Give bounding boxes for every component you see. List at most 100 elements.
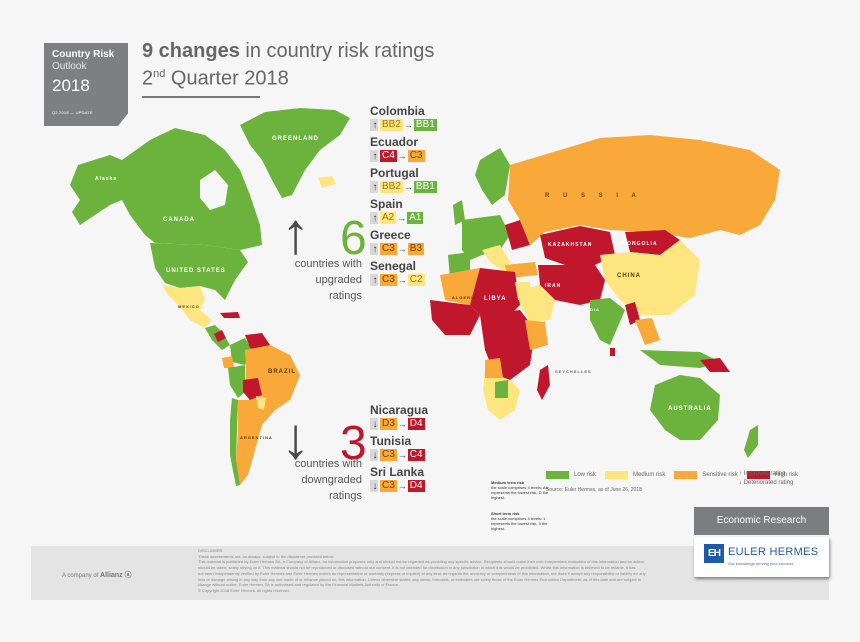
rating-arrow-legend: ↑ Improved rating ↓ Deteriorated rating bbox=[739, 470, 793, 488]
arrow-right-icon: → bbox=[397, 419, 407, 429]
legend-deteriorated: ↓ Deteriorated rating bbox=[739, 480, 794, 486]
arrow-right-icon: → bbox=[403, 182, 413, 192]
rating-to: D4 bbox=[407, 418, 425, 430]
argentina-region bbox=[236, 400, 262, 485]
source-note: Source: Euler Hermes, as of June 26, 201… bbox=[546, 487, 642, 493]
rating-from: D3 bbox=[380, 418, 397, 430]
arrow-right-icon: → bbox=[397, 450, 407, 460]
up-arrow-icon: ↑ bbox=[372, 212, 378, 224]
country-name: Sri Lanka bbox=[370, 465, 425, 479]
brand-line2: Outlook bbox=[52, 61, 87, 72]
page-title: 9 changes in country risk ratings 2nd Qu… bbox=[142, 40, 434, 90]
map-label-mongolia: MONGOLIA bbox=[622, 241, 658, 247]
upgrade-list: Colombia ↑ BB2 → BB1 Ecuador ↑ C4 → C3 Portuga… bbox=[370, 104, 460, 290]
mongolia-region bbox=[625, 230, 680, 255]
map-label-canada: CANADA bbox=[163, 217, 195, 223]
euler-hermes-tagline: Our knowledge serving your success bbox=[728, 561, 794, 566]
se-asia-region bbox=[635, 318, 660, 345]
italy-balkans bbox=[482, 245, 510, 272]
rating-to: D4 bbox=[407, 480, 425, 492]
map-label-india: INDIA bbox=[584, 307, 600, 312]
note-title: Medium term risk bbox=[491, 480, 525, 485]
medium-term-note: Medium term risk the scale comprises 4 l… bbox=[491, 480, 561, 500]
note-body: the scale comprises 4 levels: 1 represen… bbox=[491, 516, 548, 531]
rating-to: C2 bbox=[407, 274, 425, 286]
rating-from: BB2 bbox=[380, 181, 403, 193]
brand-line1: Country Risk bbox=[52, 49, 115, 60]
disclaimer-line: change without notice. Euler Hermes SA i… bbox=[198, 582, 400, 588]
up-arrow-icon: ↑ bbox=[372, 274, 378, 286]
title-divider bbox=[142, 96, 260, 98]
arrow-right-icon: → bbox=[397, 151, 407, 161]
quarter-num: 2 bbox=[142, 67, 154, 90]
russia-region bbox=[508, 135, 780, 245]
risk-legend: Low risk Medium risk Sensitive risk High… bbox=[546, 471, 807, 479]
map-label-iran: IRAN bbox=[545, 283, 562, 289]
disclaimer-line: not been independently verified by Euler… bbox=[198, 570, 646, 576]
rating-change-greece: Greece ↑ C3 → B3 bbox=[370, 228, 460, 255]
indonesia-region bbox=[640, 350, 720, 368]
up-arrow-icon: ↑ bbox=[372, 243, 378, 255]
brand-update: Q2 2018 — UPDATE bbox=[52, 110, 93, 115]
map-label-mexico: MEXICO bbox=[178, 304, 200, 309]
rating-change-spain: Spain ↑ A2 → A1 bbox=[370, 197, 460, 224]
alaska-region bbox=[70, 155, 122, 225]
canada-region bbox=[122, 128, 262, 250]
greenland-region bbox=[240, 108, 350, 198]
nicaragua-region bbox=[214, 330, 226, 342]
swatch bbox=[746, 471, 770, 479]
country-name: Ecuador bbox=[370, 135, 419, 149]
rating-to: C4 bbox=[407, 449, 425, 461]
up-arrow-icon: ↑ bbox=[372, 150, 378, 162]
egypt-region bbox=[515, 282, 530, 300]
rating-change-nicaragua: Nicaragua ↓ D3 → D4 bbox=[370, 403, 460, 430]
country-name: Portugal bbox=[370, 166, 419, 180]
north-africa-central bbox=[470, 268, 520, 320]
rating-to: BB1 bbox=[413, 119, 437, 131]
swatch bbox=[546, 471, 569, 479]
title-rest: in country risk ratings bbox=[239, 40, 435, 62]
iceland-region bbox=[318, 176, 336, 188]
quarter-sup: nd bbox=[153, 68, 166, 80]
map-label-libya: LIBYA bbox=[484, 296, 507, 302]
usa-region bbox=[150, 243, 248, 300]
upgrade-caption-line: upgraded bbox=[315, 274, 363, 286]
note-body: the scale comprises 4 levels: AA represe… bbox=[491, 485, 549, 500]
country-risk-outlook-badge: Country Risk Outlook 2018 Q2 2018 — UPDA… bbox=[44, 43, 128, 126]
arrow-right-icon: → bbox=[397, 481, 407, 491]
disclaimer: DISCLAIMER These assessments are, as alw… bbox=[198, 548, 698, 594]
map-label-australia: AUSTRALIA bbox=[668, 406, 712, 412]
country-name: Colombia bbox=[370, 104, 425, 118]
disclaimer-line: loss or damage arising in any way from a… bbox=[198, 576, 642, 582]
paraguay-region bbox=[256, 396, 266, 410]
down-arrow-icon: ↓ bbox=[372, 449, 378, 461]
rating-change-senegal: Senegal ↑ C3 → C2 bbox=[370, 259, 460, 286]
rating-from: C3 bbox=[380, 480, 397, 492]
title-count: 9 changes bbox=[142, 40, 240, 62]
country-name: Greece bbox=[370, 228, 411, 242]
downgrade-count: 3 bbox=[340, 417, 367, 470]
disclaimer-line: These assessments are, as always, subjec… bbox=[198, 553, 335, 559]
map-label-alaska: Alaska bbox=[95, 176, 118, 182]
euler-hermes-logo-icon: EH bbox=[704, 544, 724, 563]
png-region bbox=[700, 358, 730, 372]
bolivia-region bbox=[243, 378, 262, 400]
map-label-united-states: UNITED STATES bbox=[166, 268, 226, 274]
india-region bbox=[590, 298, 625, 345]
quarter-rest: Quarter 2018 bbox=[165, 67, 289, 90]
allianz-prefix: A company of bbox=[62, 573, 101, 579]
rating-from: C4 bbox=[380, 150, 397, 162]
disclaimer-line: should be taken, solely relying on it. T… bbox=[198, 565, 636, 571]
euler-hermes-name: EULER HERMES bbox=[728, 546, 819, 558]
rating-from: BB2 bbox=[380, 119, 403, 131]
map-label-china: CHINA bbox=[617, 273, 641, 279]
china-region bbox=[600, 240, 700, 315]
arrow-right-icon: → bbox=[397, 213, 407, 223]
euler-hermes-logo-card: EH EULER HERMES Our knowledge serving yo… bbox=[694, 537, 829, 577]
legend-label: Medium risk bbox=[633, 472, 666, 478]
map-label-argentina: ARGENTINA bbox=[240, 435, 273, 440]
map-label-brazil: BRAZIL bbox=[268, 369, 296, 375]
legend-improved: ↑ Improved rating bbox=[739, 471, 786, 477]
rating-from: A2 bbox=[380, 212, 397, 224]
swatch bbox=[674, 471, 698, 479]
